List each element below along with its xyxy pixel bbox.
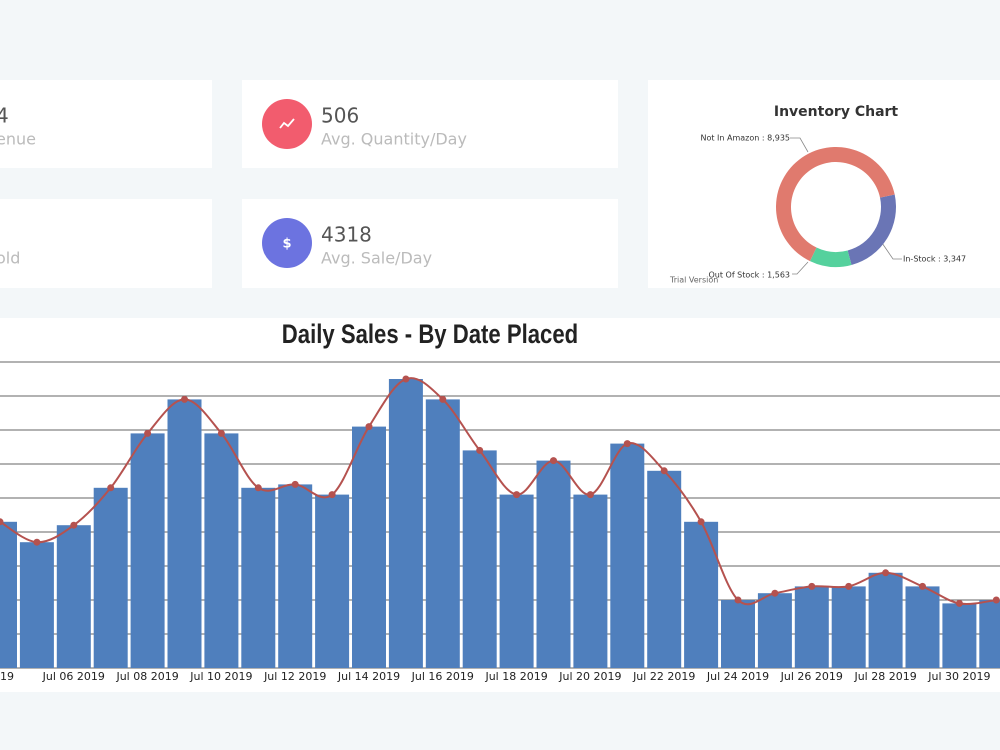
trend-icon	[279, 118, 295, 129]
bar	[499, 494, 534, 668]
pie-label: Out Of Stock : 1,563	[708, 271, 790, 280]
card-label: old	[0, 249, 20, 268]
point	[992, 596, 1000, 604]
bar	[979, 600, 1000, 668]
bar	[721, 600, 755, 668]
x-tick-label: Jul 10 2019	[189, 670, 252, 683]
point	[70, 521, 78, 529]
bar	[278, 484, 313, 668]
x-tick-label: Jul 18 2019	[484, 670, 547, 683]
pie-label: Not In Amazon : 8,935	[700, 134, 790, 143]
x-tick-label: Jul 14 2019	[337, 670, 400, 683]
card-value: 506	[321, 104, 359, 128]
point	[845, 582, 853, 590]
point	[623, 440, 631, 448]
card	[0, 80, 212, 168]
x-tick-label: Jul 08 2019	[115, 670, 178, 683]
bar	[573, 494, 608, 668]
bar	[425, 399, 460, 668]
leader-line	[879, 239, 902, 260]
point	[217, 429, 225, 437]
point	[291, 480, 299, 488]
point	[955, 599, 963, 607]
bar	[647, 470, 682, 668]
x-tick-label: Jul 20 2019	[558, 670, 621, 683]
bar	[388, 379, 423, 668]
point	[107, 484, 115, 492]
watermark: Trial Version	[669, 276, 718, 285]
bar	[684, 521, 719, 668]
bar	[536, 460, 571, 668]
pie-label: In-Stock : 3,347	[903, 255, 966, 264]
bar	[204, 433, 239, 668]
x-tick-label: Jul 24 2019	[706, 670, 769, 683]
x-tick-label: Jul 26 2019	[780, 670, 843, 683]
card-value: 4	[0, 104, 9, 128]
bar	[130, 433, 165, 668]
point	[771, 589, 779, 597]
leader-line	[790, 137, 809, 153]
point	[513, 491, 521, 499]
card	[0, 199, 212, 288]
leader-line	[792, 261, 809, 275]
point	[808, 582, 816, 590]
point	[365, 423, 373, 431]
x-tick-label: Jul 28 2019	[853, 670, 916, 683]
x-tick-label: Jul 16 2019	[411, 670, 474, 683]
x-tick-label: Jul 22 2019	[632, 670, 695, 683]
card-label: enue	[0, 130, 36, 149]
pie-title: Inventory Chart	[774, 104, 899, 120]
bar	[794, 586, 829, 668]
x-tick-label: 2019	[0, 670, 14, 683]
point	[697, 518, 705, 526]
bar	[868, 572, 903, 668]
point	[550, 457, 557, 465]
point	[0, 518, 4, 526]
point	[33, 538, 41, 546]
point	[919, 582, 926, 590]
sales-title: Daily Sales - By Date Placed	[282, 320, 578, 350]
bar	[56, 525, 91, 668]
point	[660, 467, 668, 475]
point	[439, 395, 447, 403]
bar	[831, 586, 866, 668]
point	[734, 596, 742, 604]
x-tick-label: Jul 06 2019	[42, 670, 105, 683]
card-label: Avg. Quantity/Day	[321, 130, 467, 149]
bar	[942, 603, 977, 668]
x-tick-label: Jul 30 2019	[927, 670, 990, 683]
x-tick-label: Jul 12 2019	[263, 670, 326, 683]
point	[882, 569, 890, 577]
point	[402, 375, 410, 383]
bar	[315, 494, 350, 668]
pie-slice	[847, 194, 896, 265]
bar	[19, 542, 54, 668]
point	[181, 395, 188, 403]
point	[254, 484, 262, 492]
point	[144, 429, 152, 437]
bar	[352, 426, 386, 668]
bar	[610, 443, 645, 668]
card-value: 4318	[321, 223, 372, 247]
dollar-icon: $	[282, 237, 291, 252]
icon-circle	[262, 218, 312, 268]
bar	[93, 487, 128, 668]
bar	[757, 593, 792, 668]
bar	[167, 399, 202, 668]
trend-line	[0, 377, 997, 606]
point	[328, 491, 336, 499]
point	[476, 446, 484, 454]
bar	[462, 450, 497, 668]
pie-slice	[810, 247, 852, 267]
bar	[0, 521, 17, 668]
bar	[241, 487, 276, 668]
point	[586, 491, 594, 499]
icon-circle	[262, 99, 312, 149]
bar	[905, 586, 940, 668]
card-label: Avg. Sale/Day	[321, 249, 432, 268]
